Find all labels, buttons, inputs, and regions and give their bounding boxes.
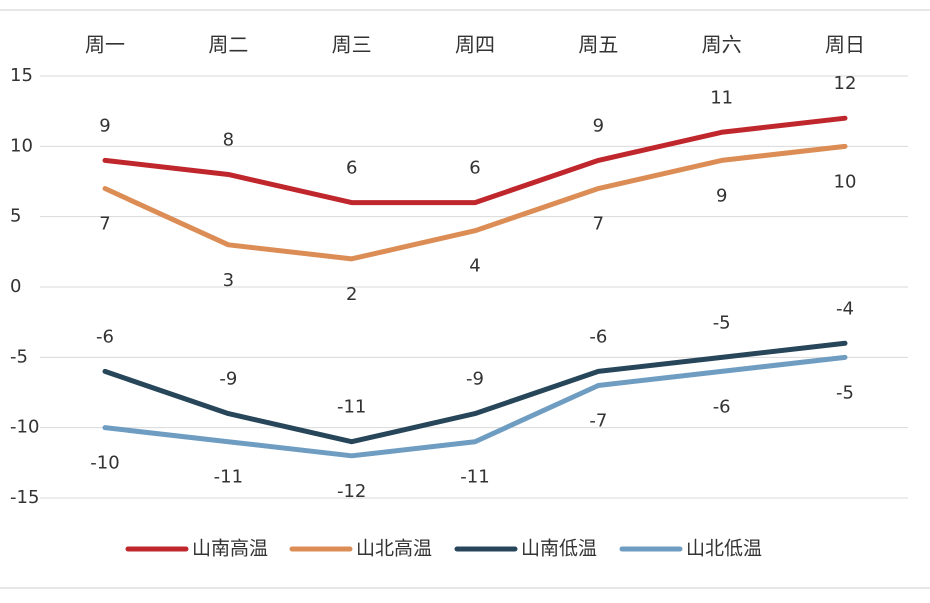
legend-label: 山南低温 xyxy=(521,538,597,560)
data-label: -6 xyxy=(713,396,731,417)
y-tick-label: 15 xyxy=(10,65,33,86)
data-label: -6 xyxy=(96,326,114,347)
data-label: -6 xyxy=(589,326,607,347)
x-axis-ticks: 周一 周二 周三 周四 周五 周六 周日 xyxy=(85,33,865,57)
x-tick-label: 周六 xyxy=(702,33,742,57)
legend-label: 山南高温 xyxy=(192,538,268,560)
series-lines xyxy=(102,115,848,459)
data-label: -4 xyxy=(836,298,854,319)
data-label: -11 xyxy=(214,467,243,488)
x-tick-label: 周一 xyxy=(85,33,125,57)
legend: 山南高温 山北高温 山南低温 山北低温 xyxy=(125,538,762,560)
y-axis-ticks: 15 10 5 0 -5 -10 -15 xyxy=(10,65,39,508)
x-tick-label: 周三 xyxy=(332,33,372,57)
data-labels: 9 8 6 6 9 11 12 7 3 2 4 7 9 10 -6 -9 -11 -9 -6 -5 -4 -10 -11 -1… xyxy=(90,73,856,502)
data-label: 8 xyxy=(223,129,234,150)
data-label: -10 xyxy=(90,453,119,474)
legend-label: 山北高温 xyxy=(356,538,432,560)
data-label: 7 xyxy=(99,214,110,235)
x-tick-label: 周日 xyxy=(825,33,865,57)
data-label: -9 xyxy=(466,369,484,390)
data-label: 9 xyxy=(716,185,727,206)
data-label: 6 xyxy=(346,158,357,179)
data-label: -5 xyxy=(836,382,854,403)
data-label: -9 xyxy=(219,369,237,390)
data-label: 9 xyxy=(99,115,110,136)
data-label: 7 xyxy=(593,214,604,235)
y-tick-label: -15 xyxy=(10,487,39,508)
legend-label: 山北低温 xyxy=(686,538,762,560)
data-label: 10 xyxy=(834,171,857,192)
y-tick-label: -10 xyxy=(10,417,39,438)
series-line-3 xyxy=(102,354,848,459)
data-label: 3 xyxy=(223,270,234,291)
x-tick-label: 周二 xyxy=(208,33,248,57)
data-label: -11 xyxy=(337,397,366,418)
y-tick-label: 10 xyxy=(10,135,33,156)
y-tick-label: -5 xyxy=(10,346,28,367)
gridlines xyxy=(40,75,908,499)
data-label: -5 xyxy=(713,312,731,333)
data-label: -11 xyxy=(460,467,489,488)
series-line-1 xyxy=(102,143,848,262)
data-label: -7 xyxy=(589,410,607,431)
data-label: 6 xyxy=(469,158,480,179)
x-tick-label: 周四 xyxy=(455,33,495,57)
data-label: 9 xyxy=(593,115,604,136)
data-label: -12 xyxy=(337,481,366,502)
data-label: 12 xyxy=(834,73,857,94)
data-label: 4 xyxy=(469,256,480,277)
series-line-2 xyxy=(102,340,848,445)
x-tick-label: 周五 xyxy=(578,33,618,57)
data-label: 11 xyxy=(710,87,733,108)
y-tick-label: 0 xyxy=(10,276,21,297)
data-label: 2 xyxy=(346,284,357,305)
series-line-0 xyxy=(102,115,848,206)
y-tick-label: 5 xyxy=(10,206,21,227)
